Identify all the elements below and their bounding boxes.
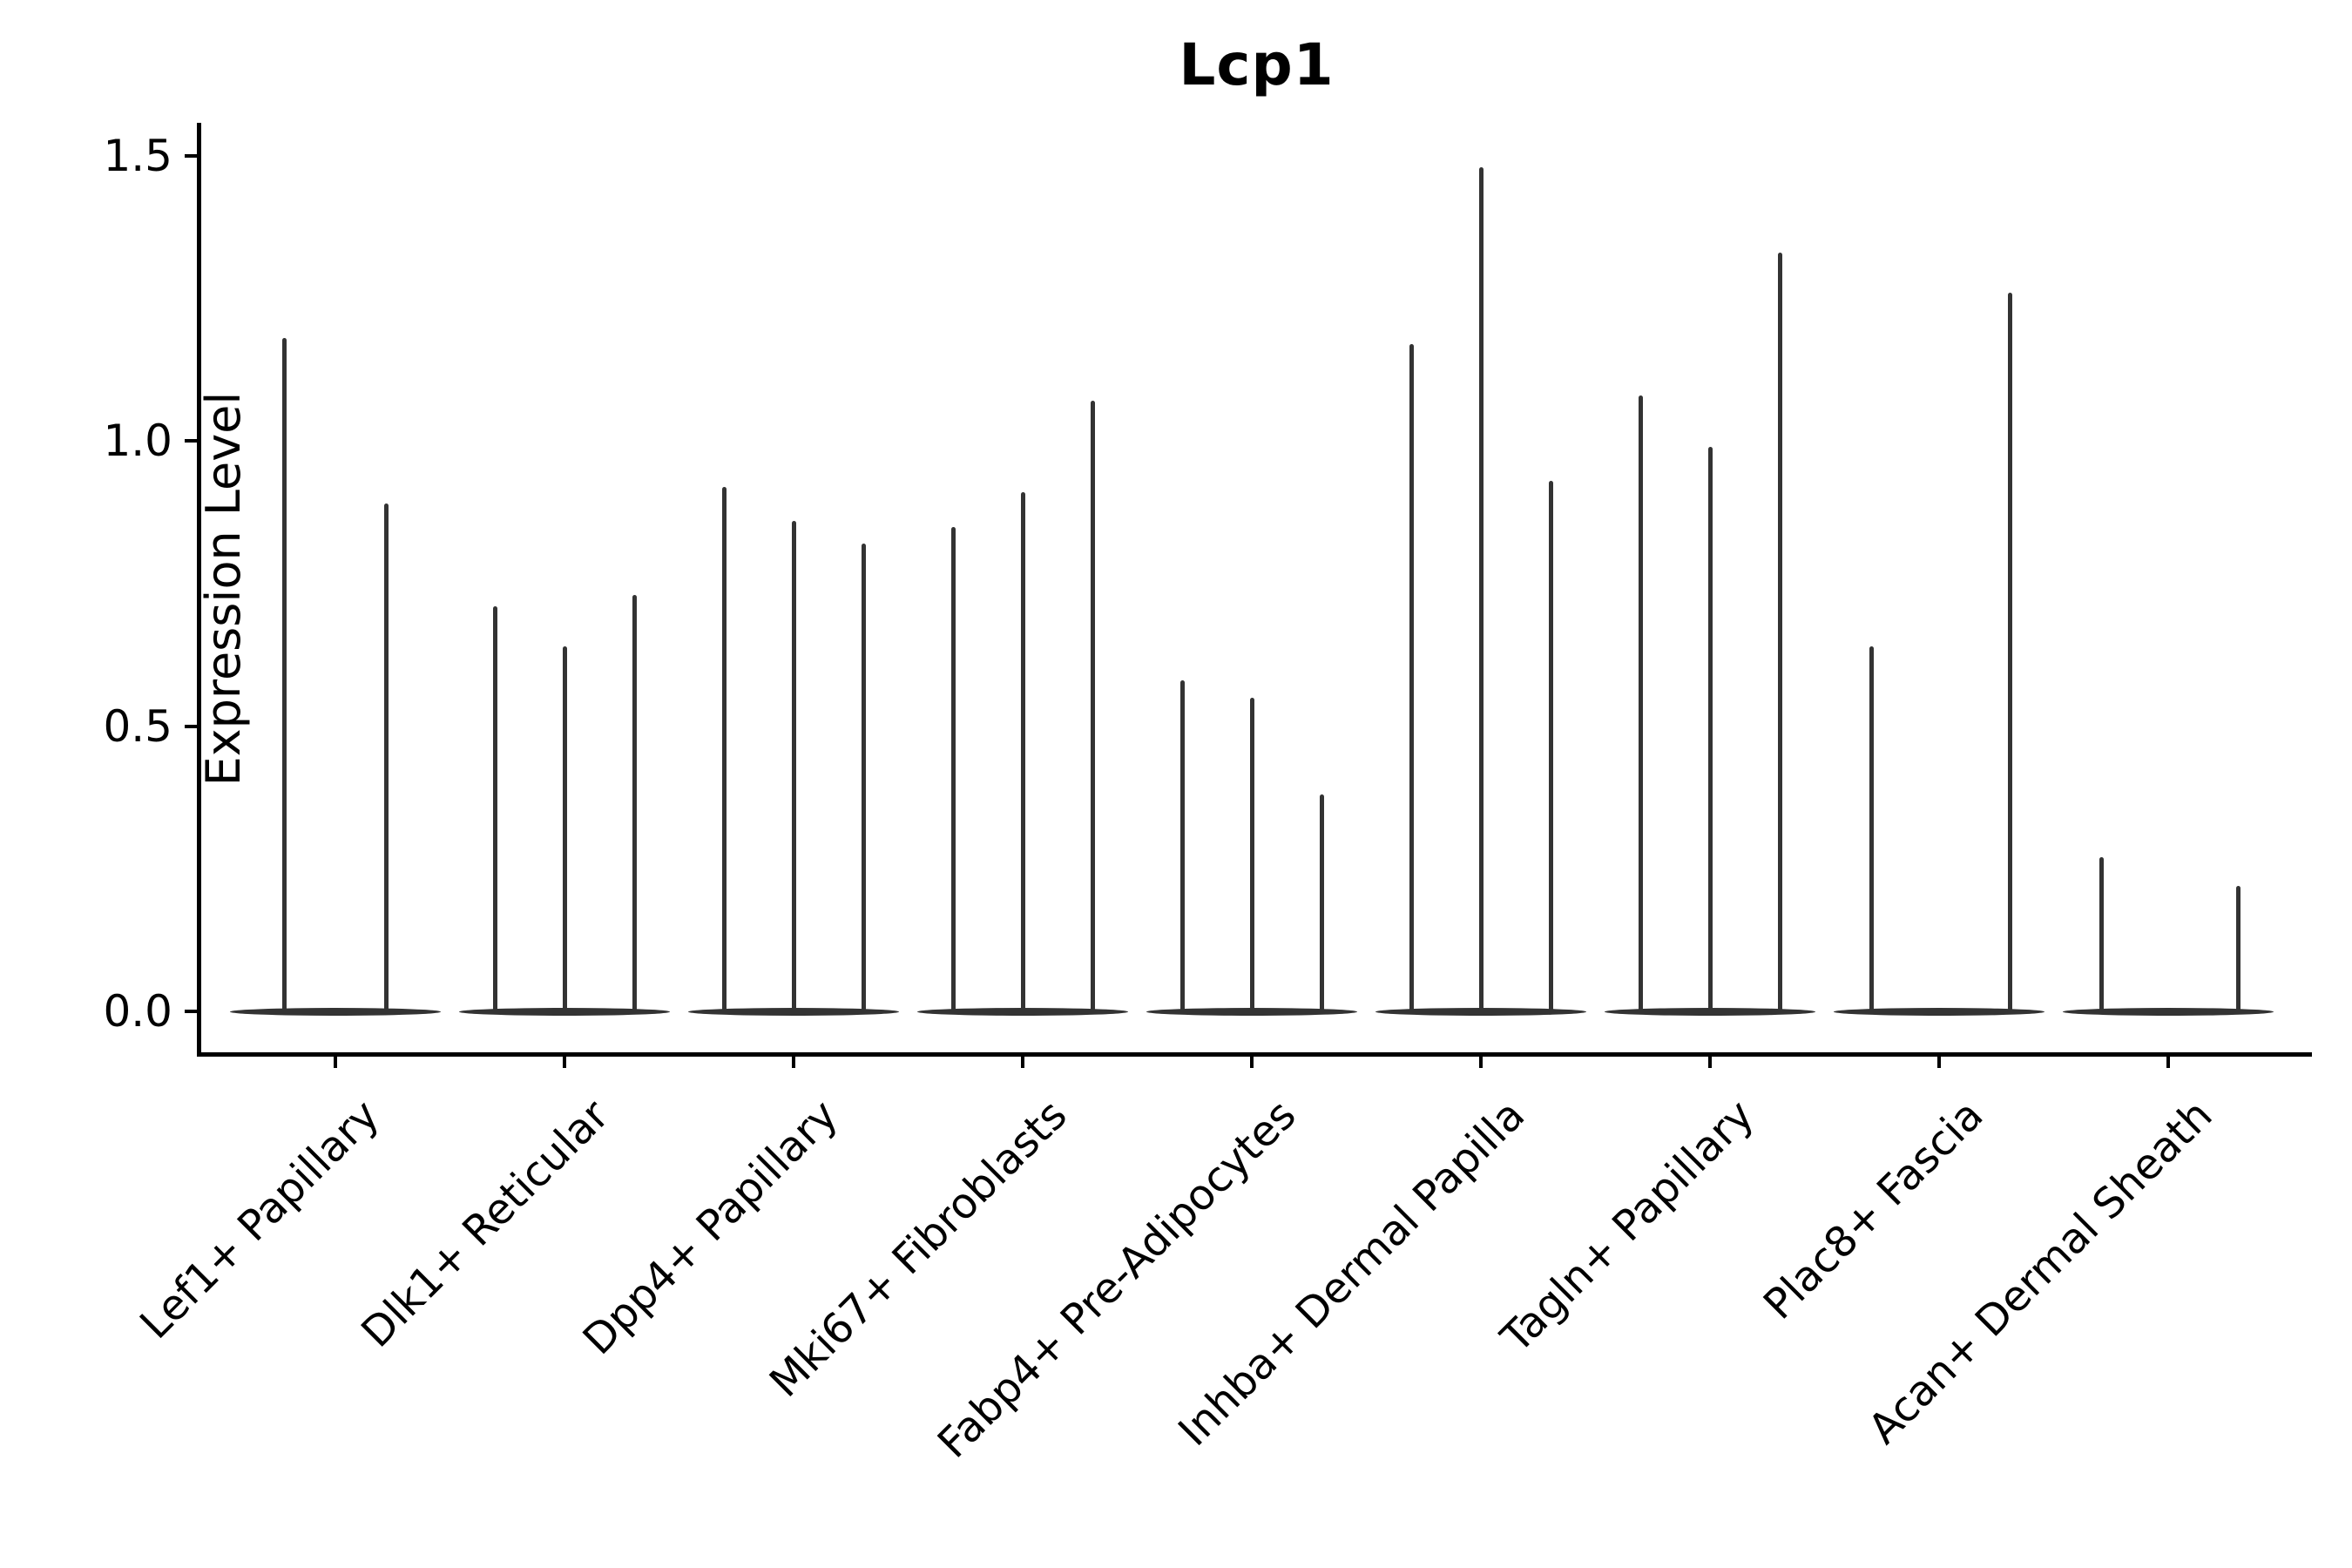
x-tick-label: Tagln+ Papillary <box>1491 1091 1764 1362</box>
violin-spike <box>562 645 567 1013</box>
y-tick-mark <box>185 1010 197 1013</box>
x-tick-mark <box>563 1057 566 1068</box>
x-tick-label: Dpp4+ Papillary <box>573 1091 848 1365</box>
y-tick-mark <box>185 724 197 728</box>
violin-baseline <box>1834 1008 2044 1016</box>
violin-spike <box>721 486 727 1013</box>
plot-title: Lcp1 <box>1179 31 1335 98</box>
y-tick-label: 1.5 <box>103 130 172 181</box>
y-tick-label: 0.5 <box>103 700 172 752</box>
x-tick-mark <box>334 1057 337 1068</box>
y-tick-mark <box>185 439 197 443</box>
violin-spike <box>2235 885 2240 1013</box>
x-tick-label: Plac8+ Fascia <box>1754 1091 1993 1329</box>
violin-spike <box>1319 794 1324 1013</box>
x-tick-mark <box>1708 1057 1712 1068</box>
violin-spike <box>383 504 389 1013</box>
x-axis-spine <box>197 1052 2312 1057</box>
x-tick-mark <box>1479 1057 1483 1068</box>
y-axis-spine <box>197 123 201 1057</box>
violin-baseline <box>2063 1008 2274 1016</box>
y-tick-label: 1.0 <box>103 416 172 467</box>
y-tick-mark <box>185 153 197 158</box>
violin-spike <box>632 595 637 1013</box>
violin-spike <box>1548 481 1553 1013</box>
x-tick-mark <box>1021 1057 1024 1068</box>
violin-spike <box>1249 697 1254 1013</box>
y-axis-label: Expression Level <box>195 391 251 787</box>
y-tick-label: 0.0 <box>103 986 172 1037</box>
violin-spike <box>492 606 497 1013</box>
violin-spike <box>791 520 796 1013</box>
violin-spike <box>1020 492 1025 1013</box>
violin-spike <box>2007 293 2012 1013</box>
x-tick-mark <box>1937 1057 1941 1068</box>
violin-spike <box>1179 680 1185 1013</box>
violin-spike <box>1638 395 1643 1013</box>
x-tick-label: Lef1+ Papillary <box>131 1091 389 1348</box>
violin-spike <box>2099 857 2104 1013</box>
violin-spike <box>950 526 956 1013</box>
violin-spike <box>861 544 866 1013</box>
violin-spike <box>1707 446 1713 1013</box>
x-tick-mark <box>2166 1057 2170 1068</box>
x-tick-mark <box>792 1057 795 1068</box>
violin-spike <box>1409 344 1414 1013</box>
x-tick-mark <box>1250 1057 1254 1068</box>
violin-spike <box>1777 253 1782 1013</box>
violin-spike <box>1478 167 1484 1013</box>
violin-spike <box>281 338 287 1013</box>
violin-spike <box>1869 645 1874 1013</box>
violin-spike <box>1090 401 1095 1013</box>
violin-baseline <box>230 1008 441 1016</box>
x-tick-label: Dlk1+ Reticular <box>351 1091 618 1357</box>
